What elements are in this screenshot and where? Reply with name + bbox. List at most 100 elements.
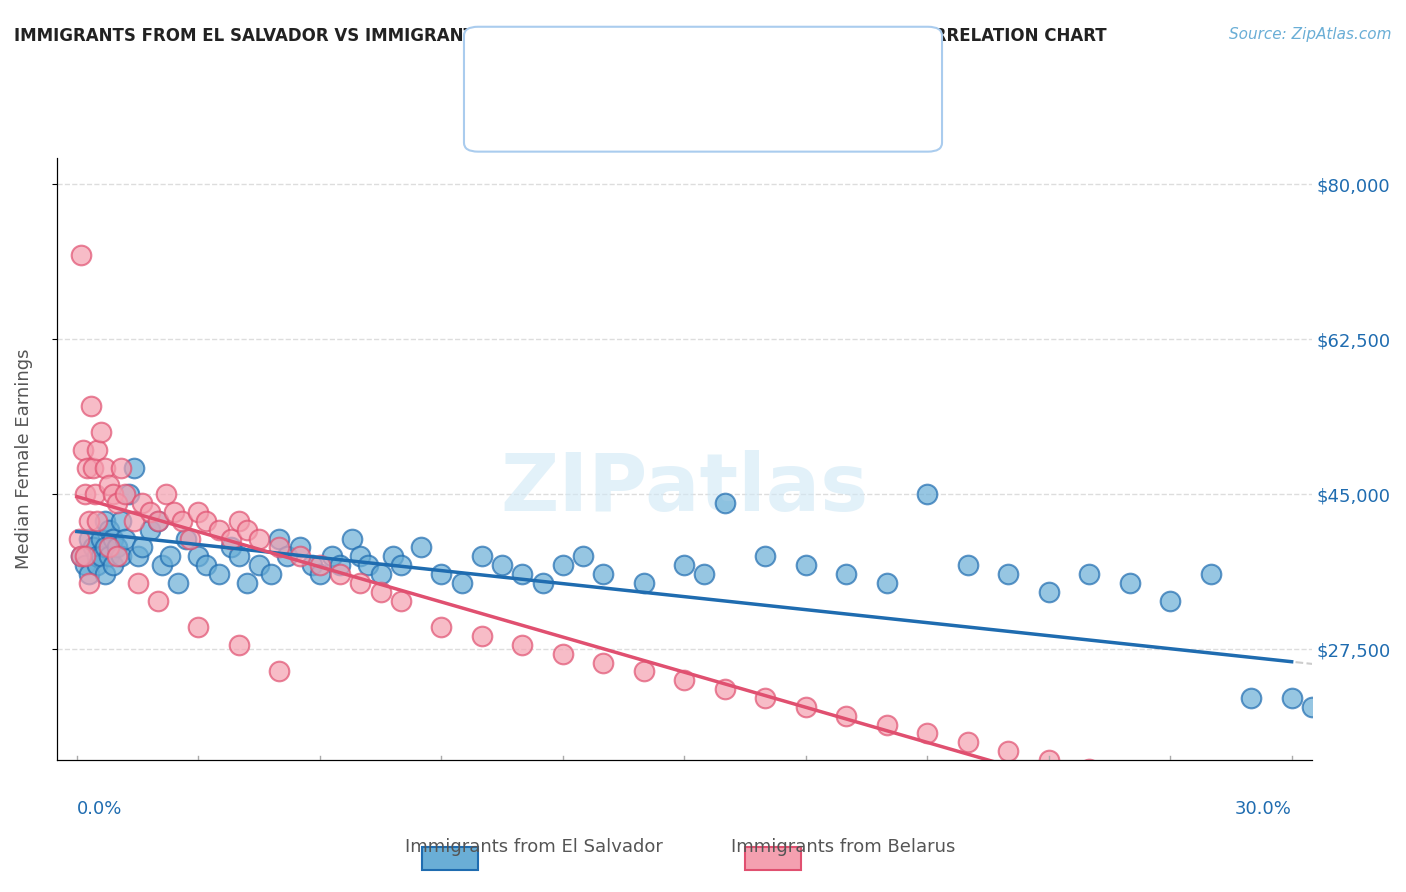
Point [510, 567, 533, 582]
Point [247, 558, 270, 573]
Point [794, 699, 817, 714]
Y-axis label: Median Female Earnings: Median Female Earnings [15, 349, 32, 569]
Point [1320, 708, 1343, 723]
Point [167, 575, 190, 590]
Point [288, 541, 311, 555]
Point [592, 656, 614, 670]
Point [70, 549, 93, 564]
Point [195, 558, 218, 573]
Point [349, 549, 371, 564]
Point [179, 532, 201, 546]
Point [471, 629, 494, 643]
Point [72, 442, 94, 457]
Point [409, 541, 432, 555]
Point [329, 558, 352, 573]
Text: 30.0%: 30.0% [1234, 800, 1292, 818]
Point [551, 647, 574, 661]
Point [86, 549, 108, 564]
Point [155, 487, 177, 501]
Legend: R = -0.415   N = 87, R = -0.295   N = 68: R = -0.415 N = 87, R = -0.295 N = 68 [568, 88, 801, 148]
Point [80, 399, 103, 413]
Point [70, 549, 93, 564]
Point [956, 558, 979, 573]
Point [754, 549, 776, 564]
Point [915, 726, 938, 740]
Point [835, 708, 858, 723]
Point [103, 487, 125, 501]
Point [1382, 735, 1405, 749]
Point [1118, 575, 1140, 590]
Point [1078, 762, 1101, 776]
Point [172, 514, 194, 528]
Point [139, 505, 162, 519]
Point [915, 487, 938, 501]
Point [110, 514, 132, 528]
Point [876, 717, 898, 731]
Point [633, 575, 655, 590]
Point [73, 487, 96, 501]
Point [77, 514, 100, 528]
Point [1038, 753, 1060, 767]
Text: Source: ZipAtlas.com: Source: ZipAtlas.com [1229, 27, 1392, 42]
Point [228, 514, 250, 528]
Text: 0.0%: 0.0% [77, 800, 122, 818]
Point [956, 735, 979, 749]
Point [105, 541, 128, 555]
Text: Immigrants from Belarus: Immigrants from Belarus [731, 838, 956, 856]
Point [187, 549, 209, 564]
Point [633, 665, 655, 679]
Point [1341, 717, 1364, 731]
Point [77, 575, 100, 590]
Point [114, 532, 136, 546]
Point [82, 541, 104, 555]
Point [131, 541, 153, 555]
Point [86, 442, 108, 457]
Point [308, 567, 330, 582]
Point [94, 460, 117, 475]
Point [127, 575, 149, 590]
Point [754, 691, 776, 706]
Point [70, 248, 93, 262]
Point [174, 532, 197, 546]
Point [510, 638, 533, 652]
Point [321, 549, 343, 564]
Text: IMMIGRANTS FROM EL SALVADOR VS IMMIGRANTS FROM BELARUS MEDIAN FEMALE EARNINGS CO: IMMIGRANTS FROM EL SALVADOR VS IMMIGRANT… [14, 27, 1107, 45]
Point [370, 567, 392, 582]
Point [1078, 567, 1101, 582]
Point [86, 514, 108, 528]
Point [67, 532, 90, 546]
Point [228, 549, 250, 564]
Point [118, 487, 141, 501]
Point [98, 478, 121, 492]
Point [146, 514, 169, 528]
Point [219, 541, 242, 555]
Point [997, 567, 1019, 582]
Point [349, 575, 371, 590]
Point [370, 584, 392, 599]
Point [150, 558, 173, 573]
Point [450, 575, 472, 590]
Point [187, 620, 209, 634]
Point [551, 558, 574, 573]
Point [98, 541, 121, 555]
Point [673, 673, 696, 688]
Point [77, 532, 100, 546]
Point [329, 567, 352, 582]
Point [73, 549, 96, 564]
Point [114, 487, 136, 501]
Point [159, 549, 181, 564]
Point [713, 496, 735, 510]
Point [389, 558, 412, 573]
Point [713, 682, 735, 697]
Point [997, 744, 1019, 758]
Point [342, 532, 364, 546]
Point [491, 558, 513, 573]
Point [288, 549, 311, 564]
Point [163, 505, 186, 519]
Point [98, 523, 121, 537]
Point [105, 496, 128, 510]
Point [139, 523, 162, 537]
Point [247, 532, 270, 546]
Point [105, 549, 128, 564]
Point [187, 505, 209, 519]
